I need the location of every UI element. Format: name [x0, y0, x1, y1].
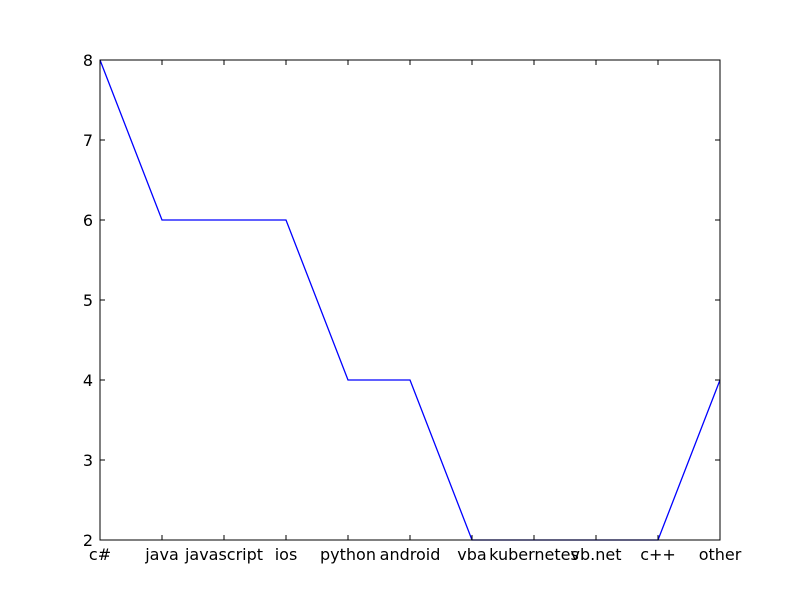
- x-tick-label: c++: [640, 545, 676, 564]
- x-tick-label: javascript: [184, 545, 263, 564]
- x-tick-label: python: [320, 545, 376, 564]
- x-tick-label: kubernetes: [489, 545, 579, 564]
- y-tick-label: 3: [83, 451, 93, 470]
- y-tick-label: 4: [83, 371, 93, 390]
- y-tick-label: 7: [83, 131, 93, 150]
- tick-labels: c# java javascript ios python android vba kuber…: [83, 51, 742, 564]
- y-tick-label: 6: [83, 211, 93, 230]
- y-tick-label: 5: [83, 291, 93, 310]
- x-tick-label: vba: [457, 545, 486, 564]
- chart-marks: [99, 59, 721, 541]
- x-tick-label: android: [380, 545, 441, 564]
- series-line: [99, 59, 721, 541]
- x-tick-label: vb.net: [571, 545, 622, 564]
- x-tick-label: other: [699, 545, 742, 564]
- axis-ticks: [99, 59, 721, 541]
- x-tick-label: java: [144, 545, 179, 564]
- x-tick-label: ios: [275, 545, 298, 564]
- y-tick-label: 2: [83, 531, 93, 550]
- y-tick-label: 8: [83, 51, 93, 70]
- plot-frame: [99, 59, 721, 541]
- x-tick-label: c#: [89, 545, 111, 564]
